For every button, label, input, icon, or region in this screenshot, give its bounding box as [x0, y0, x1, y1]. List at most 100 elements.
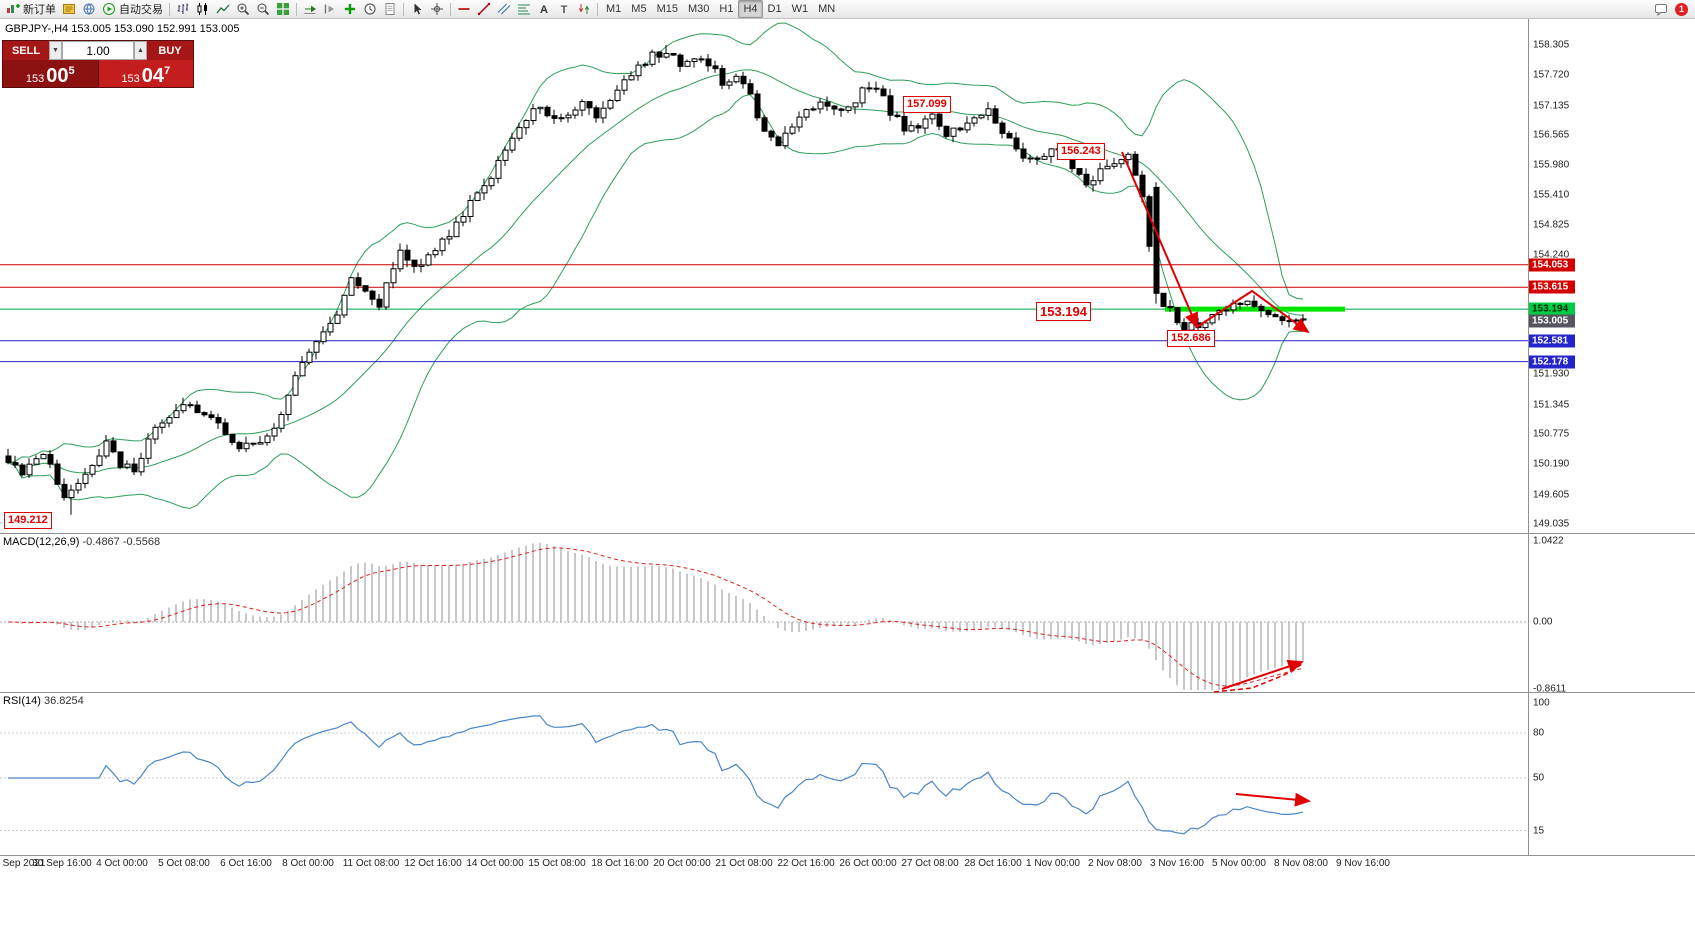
crosshair-button[interactable] — [427, 0, 447, 18]
cursor-icon — [414, 3, 422, 15]
textT-icon: T — [561, 4, 568, 16]
line-chart-button[interactable] — [213, 0, 233, 18]
volume-increase-button[interactable]: ▲ — [134, 41, 147, 60]
macd-indicator-label: MACD(12,26,9) -0.4867 -0.5568 — [3, 536, 160, 548]
candles-icon — [197, 3, 207, 15]
sell-price-pips: 00 — [46, 65, 69, 87]
buy-price[interactable]: 153 04 7 — [97, 60, 193, 87]
candlestick-chart-button[interactable] — [193, 0, 213, 18]
tile-windows-button[interactable] — [273, 0, 293, 18]
rsi-indicator-label: RSI(14) 36.8254 — [3, 695, 84, 707]
bar-chart-button[interactable] — [173, 0, 193, 18]
mql5-book-button[interactable] — [59, 0, 79, 18]
line-icon — [216, 4, 230, 14]
macd-trend-arrow[interactable] — [1221, 659, 1304, 690]
price-callout-157.099[interactable]: 157.099 — [903, 96, 951, 113]
zoom-out-icon — [257, 3, 270, 16]
indicators-button[interactable] — [340, 0, 360, 18]
timeframe-m30-button[interactable]: M30 — [687, 3, 710, 15]
text-button[interactable]: A — [534, 0, 554, 18]
volume-decrease-button[interactable]: ▼ — [49, 41, 62, 60]
timeframe-m15-button[interactable]: M15 — [656, 3, 678, 15]
rsi-line — [8, 715, 1304, 835]
trend-arrow-1[interactable] — [1196, 289, 1310, 334]
order-panel-prices: 153 00 5 153 04 7 — [3, 60, 193, 87]
arrows-button[interactable] — [574, 0, 594, 18]
price-callout-149.212[interactable]: 149.212 — [4, 512, 52, 529]
chat-icon — [1655, 4, 1667, 16]
autotrading-button[interactable]: 自动交易 — [99, 0, 166, 18]
timeframe-h1-button[interactable]: H1 — [719, 3, 734, 15]
periods-button[interactable] — [360, 0, 380, 18]
autotrading-button-label: 自动交易 — [119, 4, 163, 16]
templates-button[interactable] — [380, 0, 400, 18]
trendline-icon — [477, 2, 491, 16]
macd-name: MACD(12,26,9) — [3, 536, 80, 548]
timeframe-w1-button[interactable]: W1 — [791, 3, 809, 15]
rsi-trend-arrow[interactable] — [1235, 792, 1311, 807]
new-order-icon — [7, 4, 20, 13]
textA-icon: A — [540, 4, 548, 16]
text-label-button[interactable]: T — [554, 0, 574, 18]
play-green-icon — [103, 3, 115, 15]
zoom-out-button[interactable] — [253, 0, 273, 18]
buy-price-base: 153 — [121, 73, 140, 85]
zoom-in-icon — [237, 3, 250, 16]
autoscroll-icon — [304, 5, 316, 14]
volume-input[interactable] — [62, 41, 134, 60]
plus-green-icon — [345, 4, 355, 14]
notification-badge[interactable]: 1 — [1675, 2, 1688, 16]
chart-shift-button[interactable] — [320, 0, 340, 18]
fibo-icon — [518, 4, 530, 15]
new-order-button[interactable]: 新订单 — [3, 0, 59, 18]
crosshair-icon — [431, 3, 443, 15]
doc-icon — [385, 3, 395, 15]
bollinger-upper-band[interactable] — [7, 22, 1304, 464]
toolbar-separator — [169, 2, 170, 16]
horizontal-line-button[interactable] — [454, 0, 474, 18]
trendline-button[interactable] — [474, 0, 494, 18]
toolbar-separator — [296, 2, 297, 16]
auto-scroll-button[interactable] — [300, 0, 320, 18]
equidistant-channel-button[interactable] — [494, 0, 514, 18]
buy-button[interactable]: BUY — [147, 41, 193, 60]
timeframe-d1-button[interactable]: D1 — [767, 3, 782, 15]
community-button[interactable] — [1651, 0, 1671, 18]
timeframe-m5-button[interactable]: M5 — [631, 3, 647, 15]
toolbar-separator — [597, 2, 598, 16]
cursor-button[interactable] — [407, 0, 427, 18]
trend-arrow-0[interactable] — [1121, 151, 1198, 329]
macd-signal-line — [7, 547, 1304, 687]
hline-icon — [458, 8, 470, 10]
sell-price[interactable]: 153 00 5 — [3, 60, 98, 87]
price-callout-156.243[interactable]: 156.243 — [1057, 143, 1105, 160]
globe-icon — [83, 3, 95, 15]
sell-button[interactable]: SELL — [3, 41, 49, 60]
price-callout-153.194[interactable]: 153.194 — [1036, 302, 1091, 321]
clock-icon — [364, 3, 376, 15]
sell-price-point: 5 — [68, 65, 75, 77]
candles[interactable] — [5, 45, 1307, 515]
timeframe-mn-button[interactable]: MN — [818, 3, 836, 15]
book-icon — [63, 4, 75, 14]
timeframe-m1-button[interactable]: M1 — [606, 3, 622, 15]
arrows-icon — [578, 4, 590, 14]
sell-price-base: 153 — [25, 73, 45, 85]
bollinger-lower-band[interactable] — [7, 94, 1304, 509]
zoom-in-button[interactable] — [233, 0, 253, 18]
buy-price-point: 7 — [163, 65, 171, 77]
macd-values: -0.4867 -0.5568 — [82, 536, 161, 548]
shift-icon — [324, 4, 334, 14]
market-button[interactable] — [79, 0, 99, 18]
channel-icon — [497, 3, 511, 15]
timeframe-h4-button[interactable]: H4 — [738, 0, 763, 18]
macd-histogram — [14, 542, 1304, 690]
buy-price-pips: 04 — [141, 65, 164, 87]
price-callout-152.686[interactable]: 152.686 — [1167, 330, 1215, 347]
main-toolbar: 新订单 自动交易 A T M1 M5 M15 M30 H1 H4 D1 W1 MN 1 — [0, 0, 1695, 19]
rsi-value: 36.8254 — [43, 695, 84, 707]
fibonacci-button[interactable] — [514, 0, 534, 18]
